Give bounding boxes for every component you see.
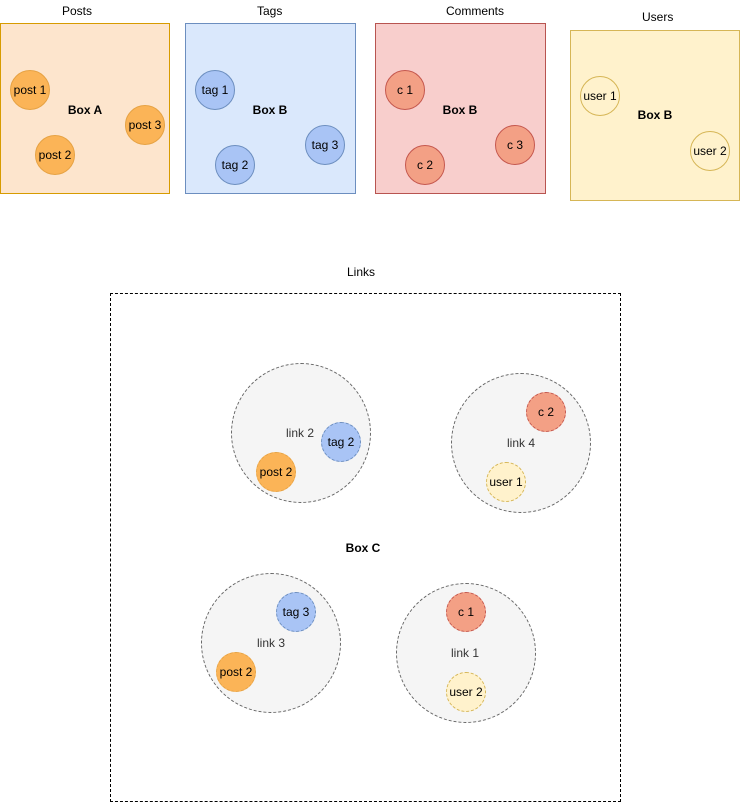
comments-title: Comments xyxy=(446,4,505,18)
comment-node[interactable]: c 1 xyxy=(385,70,425,110)
link-tag-node[interactable]: tag 3 xyxy=(276,592,316,632)
comment-node[interactable]: c 2 xyxy=(405,145,445,185)
posts-box[interactable]: Box A post 1 post 2 post 3 xyxy=(0,23,170,194)
link-circle[interactable]: link 4 c 2 user 1 xyxy=(451,373,591,513)
comments-box[interactable]: Box B c 1 c 2 c 3 xyxy=(375,23,546,194)
tag-node[interactable]: tag 1 xyxy=(195,70,235,110)
user-node[interactable]: user 1 xyxy=(580,76,620,116)
post-node[interactable]: post 3 xyxy=(125,105,165,145)
link-label: link 4 xyxy=(506,436,536,450)
user-node[interactable]: user 2 xyxy=(690,131,730,171)
links-title: Links xyxy=(347,265,376,279)
posts-title: Posts xyxy=(62,4,93,18)
tag-node[interactable]: tag 3 xyxy=(305,125,345,165)
link-post-node[interactable]: post 2 xyxy=(216,652,256,692)
link-label: link 3 xyxy=(256,636,286,650)
link-user-node[interactable]: user 1 xyxy=(486,462,526,502)
links-box-label: Box C xyxy=(345,541,381,555)
links-box[interactable]: Box C link 2 tag 2 post 2 link 4 c 2 use… xyxy=(110,293,621,802)
link-tag-node[interactable]: tag 2 xyxy=(321,422,361,462)
link-comment-node[interactable]: c 2 xyxy=(526,392,566,432)
post-node[interactable]: post 2 xyxy=(35,135,75,175)
users-box-label: Box B xyxy=(637,108,673,122)
link-label: link 2 xyxy=(285,426,315,440)
comment-node[interactable]: c 3 xyxy=(495,125,535,165)
tag-node[interactable]: tag 2 xyxy=(215,145,255,185)
tags-box-label: Box B xyxy=(252,103,288,117)
post-node[interactable]: post 1 xyxy=(10,70,50,110)
link-user-node[interactable]: user 2 xyxy=(446,672,486,712)
comments-box-label: Box B xyxy=(442,103,478,117)
link-post-node[interactable]: post 2 xyxy=(256,452,296,492)
users-title: Users xyxy=(642,10,674,24)
link-comment-node[interactable]: c 1 xyxy=(446,592,486,632)
posts-box-label: Box A xyxy=(67,103,103,117)
link-circle[interactable]: link 1 c 1 user 2 xyxy=(396,583,536,723)
tags-box[interactable]: Box B tag 1 tag 2 tag 3 xyxy=(185,23,356,194)
users-box[interactable]: Box B user 1 user 2 xyxy=(570,30,740,201)
link-label: link 1 xyxy=(450,646,480,660)
link-circle[interactable]: link 2 tag 2 post 2 xyxy=(231,363,371,503)
link-circle[interactable]: link 3 tag 3 post 2 xyxy=(201,573,341,713)
tags-title: Tags xyxy=(257,4,283,18)
